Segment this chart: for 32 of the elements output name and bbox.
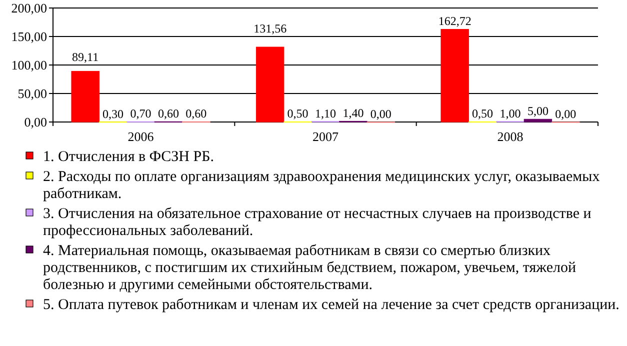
x-tick-label: 2006 — [128, 129, 154, 144]
data-label: 0,50 — [287, 106, 308, 121]
data-label: 1,40 — [342, 106, 364, 120]
data-label: 5,00 — [527, 104, 548, 118]
data-label: 1,10 — [315, 106, 336, 120]
x-tick-label: 2007 — [312, 129, 339, 144]
data-label: 0,60 — [186, 106, 207, 121]
legend-label: 3. Отчисления на обязательное страхование от несчастных случаев на производстве и профессиональных заболеваний. — [43, 206, 592, 239]
data-label: 0,00 — [370, 107, 392, 121]
data-label: 0,50 — [472, 106, 494, 121]
y-tick-label: 50,00 — [18, 86, 47, 102]
data-label: 0,70 — [130, 106, 152, 121]
y-tick-label: 150,00 — [11, 29, 47, 44]
bar — [71, 70, 100, 122]
bar — [524, 118, 552, 122]
legend-label: 5. Оплата путевок работникам и членам их семей на лечение за счет средств организации. — [43, 297, 620, 313]
data-label: 131,56 — [254, 22, 287, 36]
y-tick-label: 0,00 — [24, 114, 47, 130]
y-tick-label: 200,00 — [11, 0, 47, 16]
data-label: 0,60 — [158, 106, 179, 121]
data-label: 0,30 — [102, 106, 124, 121]
data-label: 89,11 — [72, 50, 99, 64]
legend-label: 2. Расходы по оплате организациям здравоохранения медицинских услуг, оказываемых работникам. — [43, 169, 600, 202]
data-label: 1,00 — [500, 106, 521, 120]
x-tick-label: 2008 — [497, 129, 524, 144]
bar — [440, 29, 469, 122]
legend-label: 1. Отчисления в ФСЗН РБ. — [43, 149, 214, 165]
bar — [256, 46, 284, 122]
data-label: 0,00 — [555, 107, 576, 121]
data-label: 162,72 — [438, 14, 472, 28]
legend-label: 4. Материальная помощь, оказываемая работникам в связи со смертью близких родственников, с постигшим их стихийным бедствием, пожаром, увечьем, тяжелой болезнью и другими семейными обстоятельствами. — [43, 243, 576, 293]
y-tick-label: 100,00 — [11, 58, 47, 73]
